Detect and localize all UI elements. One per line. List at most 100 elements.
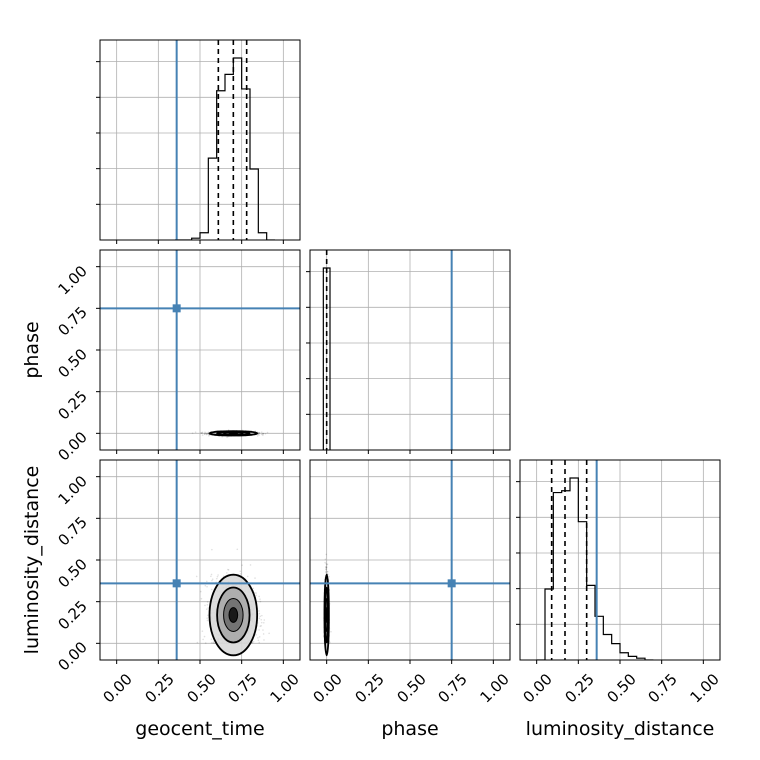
axis-labels: geocent_time phase luminosity_distance p…: [21, 321, 714, 740]
sample-point: [330, 630, 332, 633]
density-contour-3: [228, 607, 239, 623]
sample-point: [329, 641, 331, 644]
sample-point: [211, 548, 213, 551]
joint-geocent_time-phase: [96, 249, 301, 454]
joint-phase-luminosity_distance: [309, 459, 511, 664]
sample-point: [262, 434, 264, 437]
joint-phase-luminosity_distance-content: [310, 460, 510, 660]
sample-point: [239, 570, 242, 573]
sample-point: [259, 598, 261, 600]
y-axis-label-phase: phase: [21, 321, 43, 378]
histogram-geocent_time: [96, 39, 301, 244]
y-tick-label-ld-2: 0.50: [54, 555, 90, 591]
histogram-geocent_time-content: [100, 40, 300, 240]
sample-point: [200, 597, 203, 600]
joint-geocent_time-luminosity_distance: [96, 459, 301, 664]
sample-point: [201, 434, 204, 436]
sample-point: [325, 553, 328, 556]
sample-point: [328, 575, 330, 578]
sample-point: [324, 561, 326, 564]
x-axis-label-phase: phase: [381, 718, 438, 740]
x-axis-label-geocent-time: geocent_time: [135, 718, 264, 740]
sample-point: [206, 432, 209, 435]
x-tick-label-geocent-2: 0.50: [183, 670, 219, 706]
x-tick-label-phase-0: 0.00: [309, 670, 345, 706]
panels: [96, 39, 721, 664]
y-tick-label-phase-4: 1.00: [54, 262, 90, 298]
sample-point: [205, 432, 208, 435]
sample-point: [236, 548, 239, 551]
sample-point: [264, 432, 267, 435]
density-contour-3: [325, 607, 328, 623]
sample-point: [222, 575, 225, 577]
histogram-step-luminosity_distance: [536, 477, 654, 660]
x-tick-label-geocent-1: 0.25: [141, 670, 177, 706]
sample-point: [206, 580, 208, 583]
sample-point: [325, 570, 327, 573]
sample-point: [205, 433, 208, 436]
sample-point: [201, 432, 203, 434]
grid-lines: [100, 460, 300, 660]
x-tick-label-geocent-0: 0.00: [99, 670, 135, 706]
sample-point: [212, 642, 214, 644]
y-tick-label-phase-1: 0.25: [54, 387, 90, 423]
sample-point: [249, 564, 252, 566]
histogram-phase-content: [310, 250, 510, 450]
sample-point: [215, 577, 218, 580]
sample-point: [203, 635, 206, 638]
x-tick-label-ld-4: 1.00: [686, 670, 722, 706]
y-tick-label-ld-3: 0.75: [54, 513, 90, 549]
x-tick-label-phase-4: 1.00: [476, 670, 512, 706]
sample-point: [206, 619, 209, 622]
x-tick-label-geocent-4: 1.00: [266, 670, 302, 706]
sample-point: [201, 431, 204, 434]
sample-point: [326, 563, 328, 566]
x-tick-label-ld-2: 0.50: [603, 670, 639, 706]
sample-point: [258, 636, 261, 638]
sample-point: [206, 585, 208, 588]
sample-point: [199, 590, 202, 593]
sample-point: [261, 614, 263, 617]
x-tick-label-phase-2: 0.50: [393, 670, 429, 706]
sample-point: [217, 574, 219, 576]
sample-point: [258, 431, 261, 434]
truth-marker: [447, 579, 456, 588]
sample-point: [325, 567, 327, 570]
sample-point: [207, 432, 210, 435]
sample-point: [210, 642, 213, 644]
sample-point: [201, 630, 204, 632]
y-tick-label-ld-1: 0.25: [54, 597, 90, 633]
sample-point: [258, 629, 260, 631]
sample-point: [325, 571, 327, 574]
sample-point: [241, 564, 243, 566]
sample-point: [246, 575, 249, 578]
y-tick-label-ld-0: 0.00: [54, 638, 90, 674]
sample-point: [202, 638, 204, 641]
sample-point: [204, 432, 207, 435]
sample-point: [260, 624, 263, 627]
sample-point: [258, 432, 260, 434]
x-tick-label-phase-3: 0.75: [434, 670, 470, 706]
grid-lines: [100, 40, 300, 240]
sample-point: [203, 433, 206, 435]
sample-point: [258, 595, 260, 598]
x-tick-label-ld-3: 0.75: [644, 670, 680, 706]
sample-point: [325, 566, 328, 568]
sample-point: [211, 578, 214, 580]
sample-point: [326, 570, 329, 573]
sample-point: [262, 629, 264, 631]
sample-point: [204, 431, 206, 434]
x-tick-label-ld-0: 0.00: [519, 670, 555, 706]
sample-point: [206, 617, 208, 619]
sample-point: [254, 577, 256, 579]
sample-point: [263, 619, 266, 621]
sample-point: [204, 584, 207, 587]
sample-point: [252, 641, 255, 643]
sample-point: [216, 575, 219, 578]
sample-point: [213, 642, 216, 645]
grid-lines: [100, 250, 300, 450]
sample-point: [221, 435, 223, 438]
histogram-luminosity_distance-content: [520, 460, 720, 660]
sample-point: [226, 572, 228, 574]
